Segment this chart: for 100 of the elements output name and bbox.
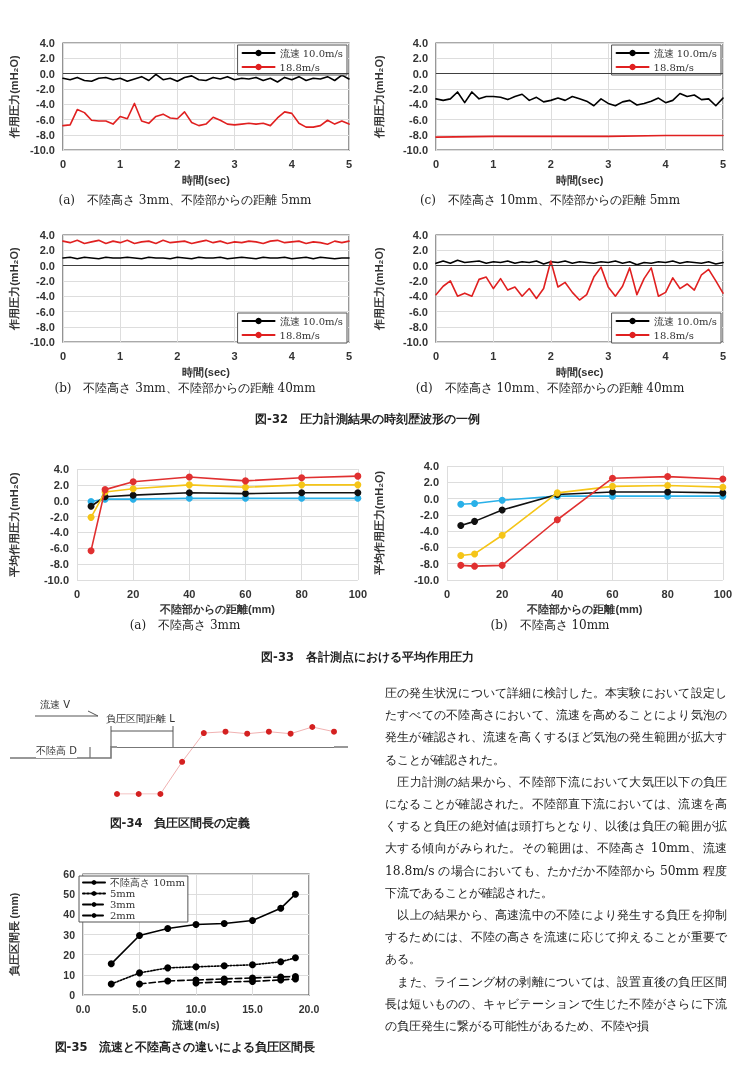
y-axis-title: 平均作用圧力(mH₂O) (372, 470, 385, 577)
text: 図-34 負圧区間長の定義 (108, 816, 252, 831)
text: 負圧区間距離 L (106, 712, 175, 726)
y-tick-label: -2.0 (36, 82, 55, 95)
text: (b) 不陸高さ 3mm、不陸部からの距離 40mm (53, 380, 317, 397)
y-axis-title: 作用圧力(mH₂O) (372, 54, 385, 139)
x-tick-label: 100 (713, 587, 732, 600)
legend-label: 18.8m/s (653, 61, 694, 73)
x-tick-label: 40 (551, 587, 564, 600)
x-axis-title: 時間(sec) (555, 365, 604, 378)
legend-label: 3mm (110, 899, 136, 910)
x-tick-label: 60 (239, 587, 252, 600)
x-tick-label: 40 (183, 587, 196, 600)
legend-label: 5mm (110, 888, 136, 899)
x-tick-label: 4 (662, 349, 670, 362)
x-tick-label: 20 (496, 587, 509, 600)
x-tick-label: 3 (605, 157, 612, 170)
text: 不陸高 D (36, 744, 77, 758)
y-tick-label: -2.0 (409, 82, 428, 95)
x-tick-label: 60 (606, 587, 619, 600)
x-axis-title: 時間(sec) (182, 365, 231, 378)
y-tick-label: 4.0 (423, 460, 439, 472)
y-tick-label: 4.0 (53, 463, 69, 475)
y-tick-label: -8.0 (36, 320, 55, 333)
y-tick-label: 2.0 (423, 476, 439, 489)
x-tick-label: 5.0 (132, 1002, 147, 1015)
x-tick-label: 80 (661, 587, 674, 600)
text: (d) 不陸高さ 10mm、不陸部からの距離 40mm (414, 380, 686, 397)
y-tick-label: 4.0 (39, 229, 55, 241)
y-tick-label: 0.0 (39, 67, 55, 80)
x-tick-label: 2 (547, 349, 554, 362)
x-tick-label: 2 (174, 349, 181, 362)
x-tick-label: 1 (490, 349, 497, 362)
legend-label: 18.8m/s (279, 329, 320, 341)
y-tick-label: 4.0 (412, 229, 428, 241)
x-tick-label: 80 (295, 587, 308, 600)
y-tick-label: -10.0 (402, 144, 428, 157)
y-tick-label: -8.0 (420, 557, 439, 570)
x-axis-title: 時間(sec) (555, 173, 604, 186)
x-axis-title: 時間(sec) (182, 173, 231, 186)
y-tick-label: -4.0 (36, 290, 55, 303)
y-tick-label: 10 (63, 968, 76, 981)
y-tick-label: -8.0 (409, 128, 428, 141)
legend-label: 18.8m/s (653, 329, 694, 341)
y-tick-label: -2.0 (36, 274, 55, 287)
x-tick-label: 3 (231, 349, 238, 362)
text: (a) 不陸高さ 3mm (128, 617, 242, 634)
x-tick-label: 4 (662, 157, 670, 170)
y-tick-label: -6.0 (50, 542, 69, 555)
y-tick-label: 0 (69, 989, 76, 1002)
x-tick-label: 4 (288, 349, 296, 362)
x-tick-label: 100 (348, 587, 367, 600)
x-tick-label: 0 (443, 587, 451, 600)
y-tick-label: -2.0 (420, 508, 439, 521)
x-tick-label: 4 (288, 157, 296, 170)
legend-label: 流速 10.0m/s (279, 315, 344, 327)
text: (b) 不陸高さ 10mm (489, 617, 611, 634)
y-axis-title: 作用圧力(mH₂O) (7, 54, 20, 139)
x-tick-label: 0.0 (75, 1002, 91, 1015)
x-tick-label: 1 (490, 157, 497, 170)
y-tick-label: -4.0 (409, 98, 428, 111)
y-tick-label: -6.0 (409, 113, 428, 126)
text: また、ライニング材の剥離については、設置直後の負圧区間長は短いものの、キャビテーションで生じた不陸がさらに下流の負圧発生に繋がる可能性があるため、不陸や損 (385, 973, 727, 1036)
text: 流速 V (40, 698, 71, 712)
x-tick-label: 5 (719, 349, 727, 362)
y-tick-label: 0.0 (412, 259, 428, 272)
x-tick-label: 2 (174, 157, 181, 170)
x-tick-label: 5 (345, 157, 353, 170)
y-tick-label: 50 (63, 888, 76, 901)
y-tick-label: -4.0 (50, 526, 69, 539)
y-tick-label: -2.0 (50, 510, 69, 523)
y-tick-label: 40 (63, 908, 76, 921)
y-tick-label: -10.0 (43, 574, 69, 586)
text: (c) 不陸高さ 10mm、不陸部からの距離 5mm (418, 192, 682, 209)
y-tick-label: 2.0 (412, 244, 428, 257)
x-tick-label: 2 (547, 157, 554, 170)
text: 図-33 各計測点における平均作用圧力 (260, 650, 475, 665)
text: (a) 不陸高さ 3mm、不陸部からの距離 5mm (57, 192, 313, 209)
y-tick-label: 2.0 (412, 52, 428, 65)
y-tick-label: -6.0 (36, 113, 55, 126)
legend-label: 2mm (110, 910, 136, 921)
legend-label: 不陸高さ 10mm (110, 877, 186, 888)
legend-label: 18.8m/s (279, 61, 320, 73)
x-tick-label: 20 (127, 587, 140, 600)
x-tick-label: 15.0 (242, 1002, 263, 1015)
text: 図-32 圧力計測結果の時刻歴波形の一例 (254, 412, 481, 427)
y-tick-label: -6.0 (409, 305, 428, 318)
y-tick-label: 4.0 (412, 37, 428, 49)
y-tick-label: -2.0 (409, 274, 428, 287)
y-tick-label: 60 (63, 868, 76, 880)
legend-label: 流速 10.0m/s (279, 47, 344, 59)
y-axis-title: 平均作用圧力(mH₂O) (7, 471, 20, 578)
y-tick-label: -8.0 (50, 558, 69, 571)
y-tick-label: 0.0 (423, 492, 439, 505)
y-axis-title: 作用圧力(mH₂O) (7, 246, 20, 331)
y-axis-title: 負圧区間長 (mm) (7, 892, 20, 977)
y-tick-label: 2.0 (39, 244, 55, 257)
y-tick-label: 20 (63, 948, 76, 961)
x-tick-label: 10.0 (185, 1002, 207, 1015)
x-tick-label: 1 (117, 349, 124, 362)
